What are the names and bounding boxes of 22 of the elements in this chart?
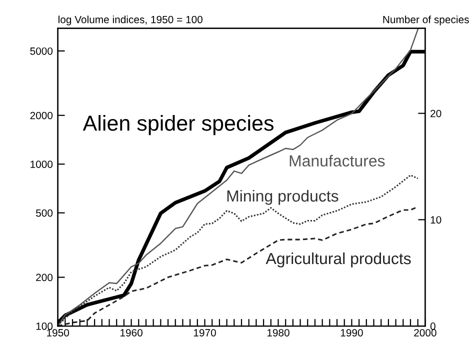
y2-tick-label: 10: [430, 216, 442, 224]
y-tick-label: 100: [36, 322, 53, 330]
x-tick-label: 2000: [414, 329, 436, 336]
y2-tick-label: 20: [430, 110, 442, 118]
series-label: Manufactures: [290, 154, 385, 167]
series-label: Mining products: [227, 190, 338, 205]
x-tick-label: 1970: [194, 329, 216, 336]
y-axis-title: log Volume indices, 1950 = 100: [58, 16, 202, 26]
series-label: Alien spider species: [82, 115, 274, 136]
x-tick-label: 1960: [120, 329, 142, 336]
x-tick-label: 1990: [340, 329, 363, 336]
y-tick-label: 5000: [30, 47, 53, 55]
y-tick-label: 500: [36, 209, 53, 217]
y-tick-label: 1000: [30, 160, 53, 168]
y2-tick-label: 0: [430, 322, 436, 330]
y2-axis-title: Number of species: [383, 16, 469, 26]
x-tick-label: 1950: [47, 329, 70, 336]
y-tick-label: 200: [36, 274, 53, 282]
series-label: Agricultural products: [266, 252, 411, 268]
x-tick-label: 1980: [267, 329, 290, 336]
y-tick-label: 2000: [30, 112, 53, 120]
line-series: [58, 174, 419, 326]
